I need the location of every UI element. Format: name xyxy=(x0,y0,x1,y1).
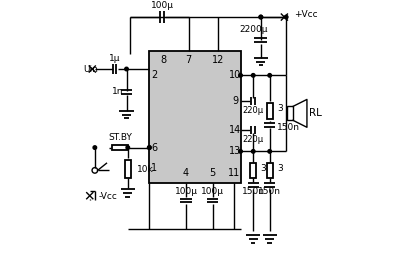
Text: Uin: Uin xyxy=(84,65,98,73)
Text: 5: 5 xyxy=(210,168,216,178)
Text: 100μ: 100μ xyxy=(174,187,198,196)
Text: 1: 1 xyxy=(151,163,158,173)
Circle shape xyxy=(268,150,272,153)
Circle shape xyxy=(126,146,130,149)
Circle shape xyxy=(252,150,255,153)
Text: RL: RL xyxy=(309,108,322,118)
Text: 7: 7 xyxy=(186,55,192,65)
Bar xyxy=(266,103,273,119)
Bar xyxy=(125,160,131,178)
Text: 2: 2 xyxy=(151,70,158,80)
Text: 150n: 150n xyxy=(242,187,265,196)
Text: -Vcc: -Vcc xyxy=(99,193,118,201)
Text: 13: 13 xyxy=(229,146,241,156)
Text: 9: 9 xyxy=(232,96,238,106)
Bar xyxy=(250,163,256,178)
Circle shape xyxy=(93,146,97,149)
Text: 100μ: 100μ xyxy=(201,187,224,196)
Text: 150n: 150n xyxy=(277,123,300,132)
Text: 220μ: 220μ xyxy=(243,106,264,115)
Text: 3: 3 xyxy=(277,104,283,113)
Text: ST.BY: ST.BY xyxy=(108,133,132,142)
Text: 3: 3 xyxy=(277,164,282,173)
Circle shape xyxy=(148,146,151,149)
Bar xyxy=(112,145,128,150)
Text: 1μ: 1μ xyxy=(108,54,120,63)
Circle shape xyxy=(148,146,151,149)
Text: 2200μ: 2200μ xyxy=(239,25,268,34)
Circle shape xyxy=(259,15,262,19)
Circle shape xyxy=(252,74,255,77)
Text: 150n: 150n xyxy=(258,187,281,196)
Bar xyxy=(288,106,293,120)
Text: 8: 8 xyxy=(160,55,166,65)
Text: +Vcc: +Vcc xyxy=(294,10,317,19)
Bar xyxy=(149,51,240,183)
Bar xyxy=(266,163,273,178)
Circle shape xyxy=(259,15,262,19)
Text: 3: 3 xyxy=(260,164,266,173)
Text: 10k: 10k xyxy=(137,165,153,173)
Circle shape xyxy=(125,67,128,71)
Text: 100μ: 100μ xyxy=(150,1,174,10)
Text: 10: 10 xyxy=(229,70,241,80)
Text: 12: 12 xyxy=(212,55,224,65)
Text: 220μ: 220μ xyxy=(243,135,264,145)
Text: 4: 4 xyxy=(183,168,189,178)
Circle shape xyxy=(284,15,288,19)
Circle shape xyxy=(239,150,242,153)
Text: 11: 11 xyxy=(228,168,240,178)
Circle shape xyxy=(239,74,242,77)
Text: 1n: 1n xyxy=(112,87,123,96)
Circle shape xyxy=(268,74,272,77)
Text: 6: 6 xyxy=(151,142,158,153)
Text: 14: 14 xyxy=(229,125,241,135)
